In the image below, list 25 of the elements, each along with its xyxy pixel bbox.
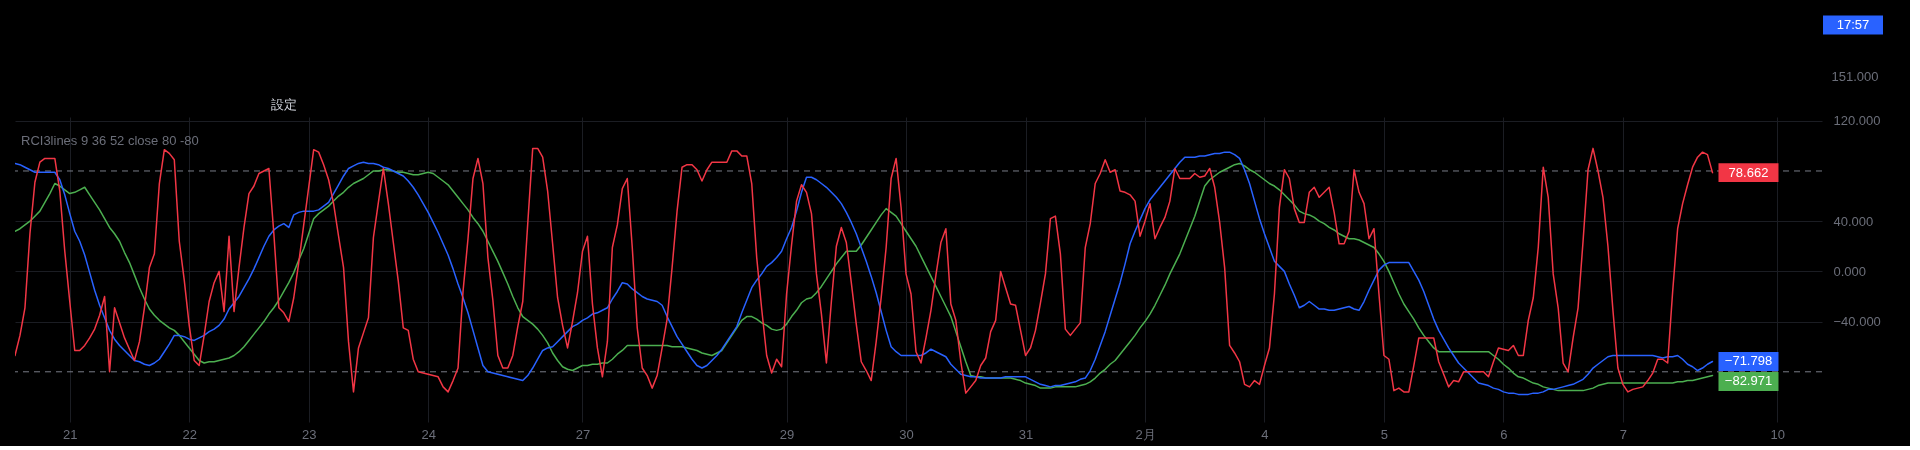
x-tick-label: 7 xyxy=(1619,426,1627,442)
data-label: −71.798 xyxy=(1724,353,1773,369)
x-tick-label: 29 xyxy=(779,426,795,442)
y-tick-label: 120.000 xyxy=(1833,113,1881,129)
data-label: −82.971 xyxy=(1724,373,1773,389)
x-tick-label: 27 xyxy=(575,426,591,442)
y-tick-label: 0.000 xyxy=(1833,263,1867,279)
x-tick-label: 4 xyxy=(1261,426,1269,442)
y-tick-label: 40.000 xyxy=(1833,213,1874,229)
x-tick-label: 23 xyxy=(301,426,317,442)
x-tick-label: 22 xyxy=(182,426,197,442)
x-tick-label: 6 xyxy=(1500,426,1508,442)
data-label: 78.662 xyxy=(1728,164,1769,180)
text: 17:57 xyxy=(1836,17,1870,32)
text: 設定 xyxy=(271,97,297,112)
x-tick-label: 2月 xyxy=(1135,426,1156,442)
x-tick-label: 24 xyxy=(421,426,436,442)
y-tick-label: −40.000 xyxy=(1833,314,1881,330)
x-tick-label: 21 xyxy=(63,426,78,442)
x-tick-label: 5 xyxy=(1380,426,1389,442)
text: RCI3lines 9 36 52 close 80 -80 xyxy=(21,133,199,148)
x-tick-label: 31 xyxy=(1018,426,1034,442)
x-tick-label: 30 xyxy=(899,426,914,442)
x-tick-label: 10 xyxy=(1770,426,1785,442)
text: 151.000 xyxy=(1831,69,1879,84)
